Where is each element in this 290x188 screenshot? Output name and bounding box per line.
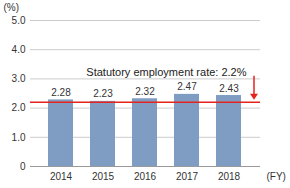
svg-text:1.0: 1.0 (12, 132, 26, 143)
svg-text:5.0: 5.0 (12, 15, 26, 26)
svg-text:2.28: 2.28 (51, 87, 71, 98)
svg-text:0: 0 (20, 161, 26, 172)
svg-text:2.32: 2.32 (135, 86, 155, 97)
svg-text:2.0: 2.0 (12, 102, 26, 113)
svg-text:2016: 2016 (134, 171, 157, 182)
svg-text:2.23: 2.23 (93, 88, 113, 99)
svg-text:2018: 2018 (218, 171, 241, 182)
svg-text:2.47: 2.47 (177, 81, 197, 92)
svg-text:Statutory employment rate: 2.2: Statutory employment rate: 2.2% (86, 66, 246, 78)
svg-text:3.0: 3.0 (12, 73, 26, 84)
svg-text:2015: 2015 (92, 171, 115, 182)
svg-text:4.0: 4.0 (12, 44, 26, 55)
svg-text:2017: 2017 (176, 171, 199, 182)
svg-text:2.43: 2.43 (219, 83, 239, 94)
svg-text:2014: 2014 (50, 171, 73, 182)
svg-text:(%): (%) (4, 2, 20, 13)
svg-text:(FY): (FY) (267, 171, 286, 182)
